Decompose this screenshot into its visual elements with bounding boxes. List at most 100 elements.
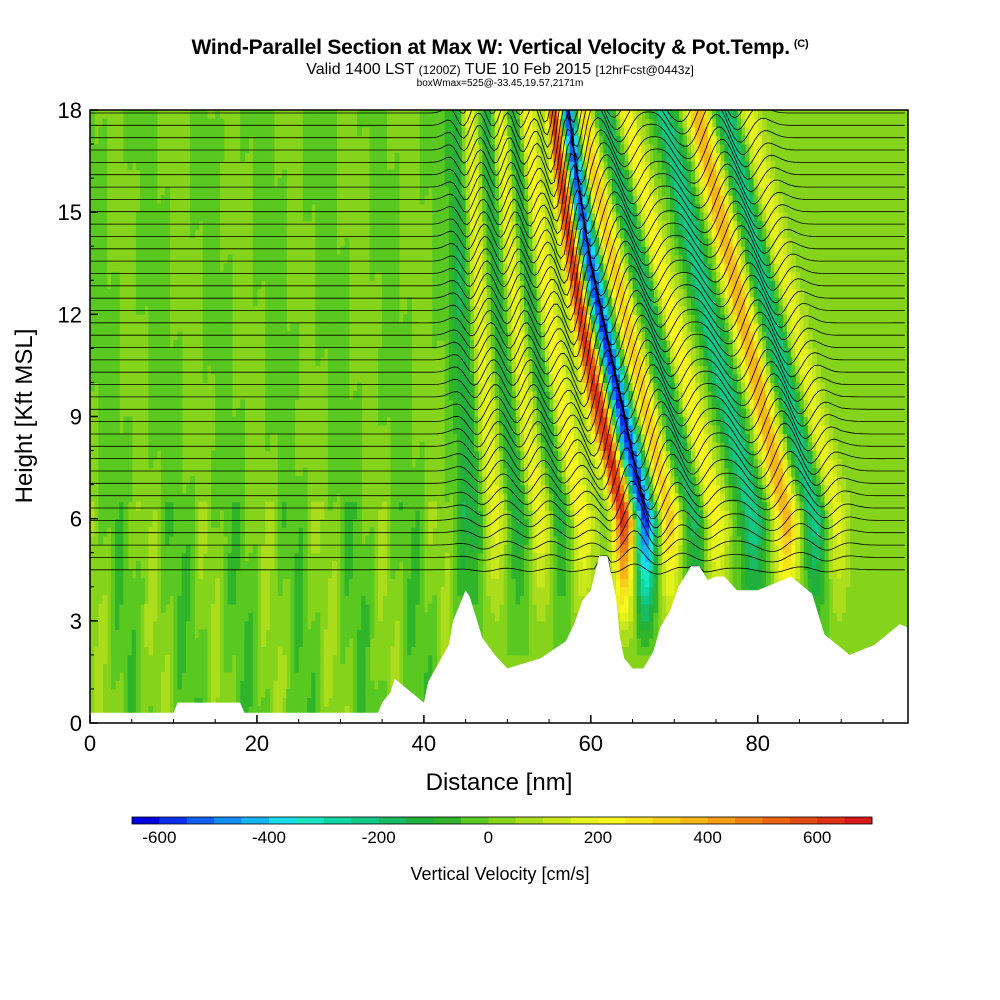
velocity-cell	[382, 501, 387, 511]
velocity-cell	[369, 595, 375, 605]
velocity-cell	[252, 212, 258, 222]
velocity-cell	[494, 161, 500, 171]
velocity-cell	[323, 288, 329, 298]
velocity-cell	[511, 135, 517, 145]
velocity-cell	[465, 263, 471, 273]
velocity-cell	[474, 297, 479, 307]
velocity-cell	[490, 493, 496, 503]
velocity-cell	[206, 254, 212, 264]
velocity-cell	[135, 297, 141, 307]
velocity-cell	[340, 365, 346, 375]
velocity-cell	[515, 433, 521, 443]
velocity-cell	[323, 118, 329, 128]
velocity-cell	[190, 629, 195, 639]
velocity-cell	[307, 178, 312, 188]
velocity-cell	[519, 629, 525, 639]
velocity-cell	[357, 637, 362, 647]
velocity-cell	[186, 671, 191, 681]
velocity-cell	[332, 595, 337, 605]
velocity-cell	[211, 280, 216, 290]
velocity-cell	[499, 314, 504, 324]
velocity-cell	[223, 476, 229, 486]
velocity-cell	[173, 382, 179, 392]
velocity-cell	[352, 620, 358, 630]
velocity-cell	[407, 493, 412, 503]
velocity-cell	[407, 629, 412, 639]
velocity-cell	[524, 459, 529, 469]
velocity-cell	[511, 569, 517, 579]
velocity-cell	[453, 569, 458, 579]
velocity-cell	[398, 356, 404, 366]
velocity-cell	[302, 620, 308, 630]
velocity-cell	[453, 118, 458, 128]
velocity-cell	[215, 637, 220, 647]
velocity-cell	[515, 527, 521, 537]
velocity-cell	[219, 484, 225, 494]
velocity-cell	[173, 544, 179, 554]
velocity-cell	[536, 603, 542, 613]
velocity-cell	[482, 288, 488, 298]
velocity-cell	[486, 586, 492, 596]
velocity-cell	[544, 246, 550, 256]
velocity-cell	[332, 314, 337, 324]
velocity-cell	[290, 586, 296, 596]
velocity-cell	[486, 280, 492, 290]
velocity-cell	[327, 459, 333, 469]
velocity-cell	[386, 365, 392, 375]
velocity-cell	[499, 135, 504, 145]
velocity-cell	[490, 518, 496, 528]
velocity-cell	[190, 169, 195, 179]
velocity-cell	[102, 484, 108, 494]
velocity-cell	[486, 578, 492, 588]
velocity-cell	[135, 637, 141, 647]
velocity-cell	[457, 459, 463, 469]
velocity-cell	[236, 484, 241, 494]
velocity-cell	[223, 280, 229, 290]
velocity-cell	[536, 552, 542, 562]
velocity-cell	[173, 654, 179, 664]
velocity-cell	[165, 595, 170, 605]
velocity-cell	[298, 629, 304, 639]
velocity-cell	[432, 603, 437, 613]
velocity-cell	[231, 637, 237, 647]
velocity-cell	[252, 671, 258, 681]
velocity-cell	[177, 544, 183, 554]
velocity-cell	[169, 365, 175, 375]
velocity-cell	[240, 569, 245, 579]
velocity-cell	[106, 288, 112, 298]
velocity-cell	[394, 229, 400, 239]
velocity-cell	[123, 637, 129, 647]
velocity-cell	[357, 706, 362, 716]
velocity-cell	[411, 663, 417, 673]
velocity-cell	[311, 688, 316, 698]
velocity-cell	[110, 510, 116, 520]
velocity-cell	[332, 169, 337, 179]
velocity-cell	[469, 288, 475, 298]
velocity-cell	[148, 246, 154, 256]
velocity-cell	[348, 620, 354, 630]
velocity-cell	[277, 706, 283, 716]
velocity-cell	[315, 620, 321, 630]
velocity-cell	[177, 348, 183, 358]
velocity-cell	[511, 442, 517, 452]
velocity-cell	[357, 433, 362, 443]
velocity-cell	[110, 603, 116, 613]
velocity-cell	[165, 314, 170, 324]
velocity-cell	[519, 348, 525, 358]
velocity-cell	[160, 595, 166, 605]
velocity-cell	[165, 365, 170, 375]
velocity-cell	[398, 399, 404, 409]
velocity-cell	[369, 544, 375, 554]
velocity-cell	[102, 127, 108, 137]
velocity-cell	[302, 510, 308, 520]
velocity-cell	[190, 110, 195, 120]
velocity-cell	[215, 450, 220, 460]
velocity-cell	[102, 373, 108, 383]
velocity-cell	[90, 510, 95, 520]
velocity-cell	[298, 697, 304, 707]
velocity-cell	[336, 399, 341, 409]
velocity-cell	[394, 178, 400, 188]
velocity-cell	[519, 322, 525, 332]
velocity-cell	[549, 203, 554, 213]
velocity-cell	[277, 416, 283, 426]
